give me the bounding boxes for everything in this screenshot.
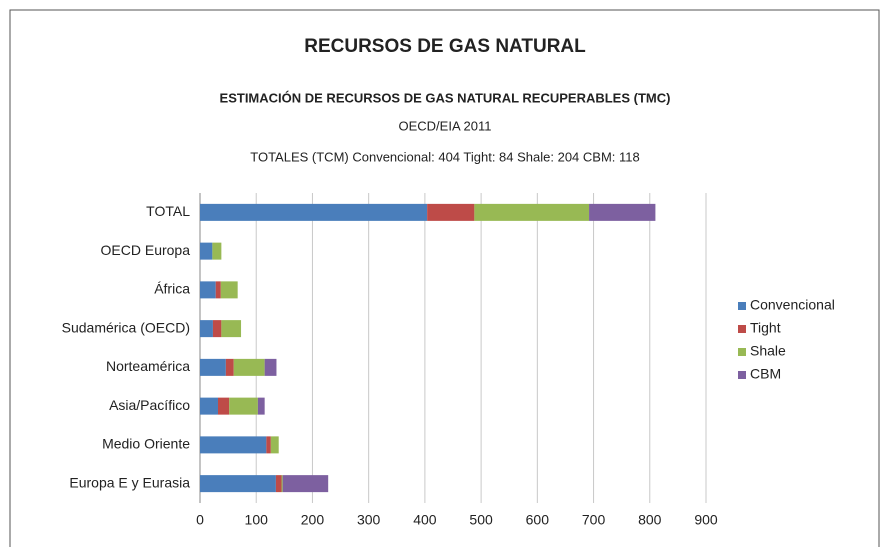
y-tick-label: TOTAL xyxy=(146,203,190,219)
chart-title: RECURSOS DE GAS NATURAL xyxy=(304,36,586,57)
x-tick-label: 700 xyxy=(582,512,606,528)
bar-segment xyxy=(221,320,242,338)
legend-swatch xyxy=(738,325,746,333)
bar-segment xyxy=(474,203,590,221)
x-tick-label: 900 xyxy=(694,512,718,528)
bar-segment xyxy=(200,203,428,221)
source: OECD/EIA 2011 xyxy=(399,118,492,133)
bar-segment xyxy=(427,203,475,221)
x-tick-label: 300 xyxy=(357,512,381,528)
bar-segment xyxy=(200,320,213,338)
bar-segment xyxy=(200,358,226,376)
legend-label: Convencional xyxy=(750,297,835,313)
bar-segment xyxy=(233,358,265,376)
legend-swatch xyxy=(738,371,746,379)
y-tick-label: África xyxy=(154,281,190,297)
bar-segment xyxy=(275,475,282,493)
bar-segment xyxy=(200,242,213,260)
bar-segment xyxy=(217,397,230,415)
x-tick-label: 500 xyxy=(469,512,493,528)
legend-label: Shale xyxy=(750,343,786,359)
x-tick-label: 800 xyxy=(638,512,662,528)
y-tick-label: Sudamérica (OECD) xyxy=(62,319,190,335)
legend-label: Tight xyxy=(750,320,781,336)
bar-segment xyxy=(589,203,656,221)
bar-segment xyxy=(200,436,267,454)
bar-segment xyxy=(200,475,276,493)
x-tick-label: 200 xyxy=(301,512,325,528)
annotation: TOTALES (TCM) Convencional: 404 Tight: 8… xyxy=(250,149,639,164)
bar-segment xyxy=(264,358,277,376)
y-tick-label: Medio Oriente xyxy=(102,436,190,452)
bar-segment xyxy=(200,397,218,415)
legend-swatch xyxy=(738,348,746,356)
frame xyxy=(9,9,880,552)
x-tick-label: 600 xyxy=(526,512,550,528)
bar-segment xyxy=(212,242,222,260)
y-tick-label: Norteamérica xyxy=(106,358,190,374)
x-tick-label: 400 xyxy=(413,512,437,528)
bar-segment xyxy=(225,358,234,376)
y-tick-label: Europa E y Eurasia xyxy=(69,474,190,490)
chart-subtitle: ESTIMACIÓN DE RECURSOS DE GAS NATURAL RE… xyxy=(220,90,671,105)
x-tick-label: 100 xyxy=(245,512,269,528)
bar-segment xyxy=(200,281,216,299)
bar-segment xyxy=(282,475,329,493)
bar-segment xyxy=(266,436,271,454)
bar-segment xyxy=(212,320,222,338)
bar-segment xyxy=(220,281,238,299)
legend-swatch xyxy=(738,302,746,310)
bar-segment xyxy=(229,397,258,415)
y-tick-label: Asia/Pacífico xyxy=(109,397,190,413)
bar-segment xyxy=(215,281,221,299)
legend-label: CBM xyxy=(750,366,781,382)
bar-segment xyxy=(257,397,265,415)
bar-segment xyxy=(281,475,283,493)
y-tick-label: OECD Europa xyxy=(101,242,191,258)
bar-segment xyxy=(270,436,279,454)
x-tick-label: 0 xyxy=(196,512,204,528)
